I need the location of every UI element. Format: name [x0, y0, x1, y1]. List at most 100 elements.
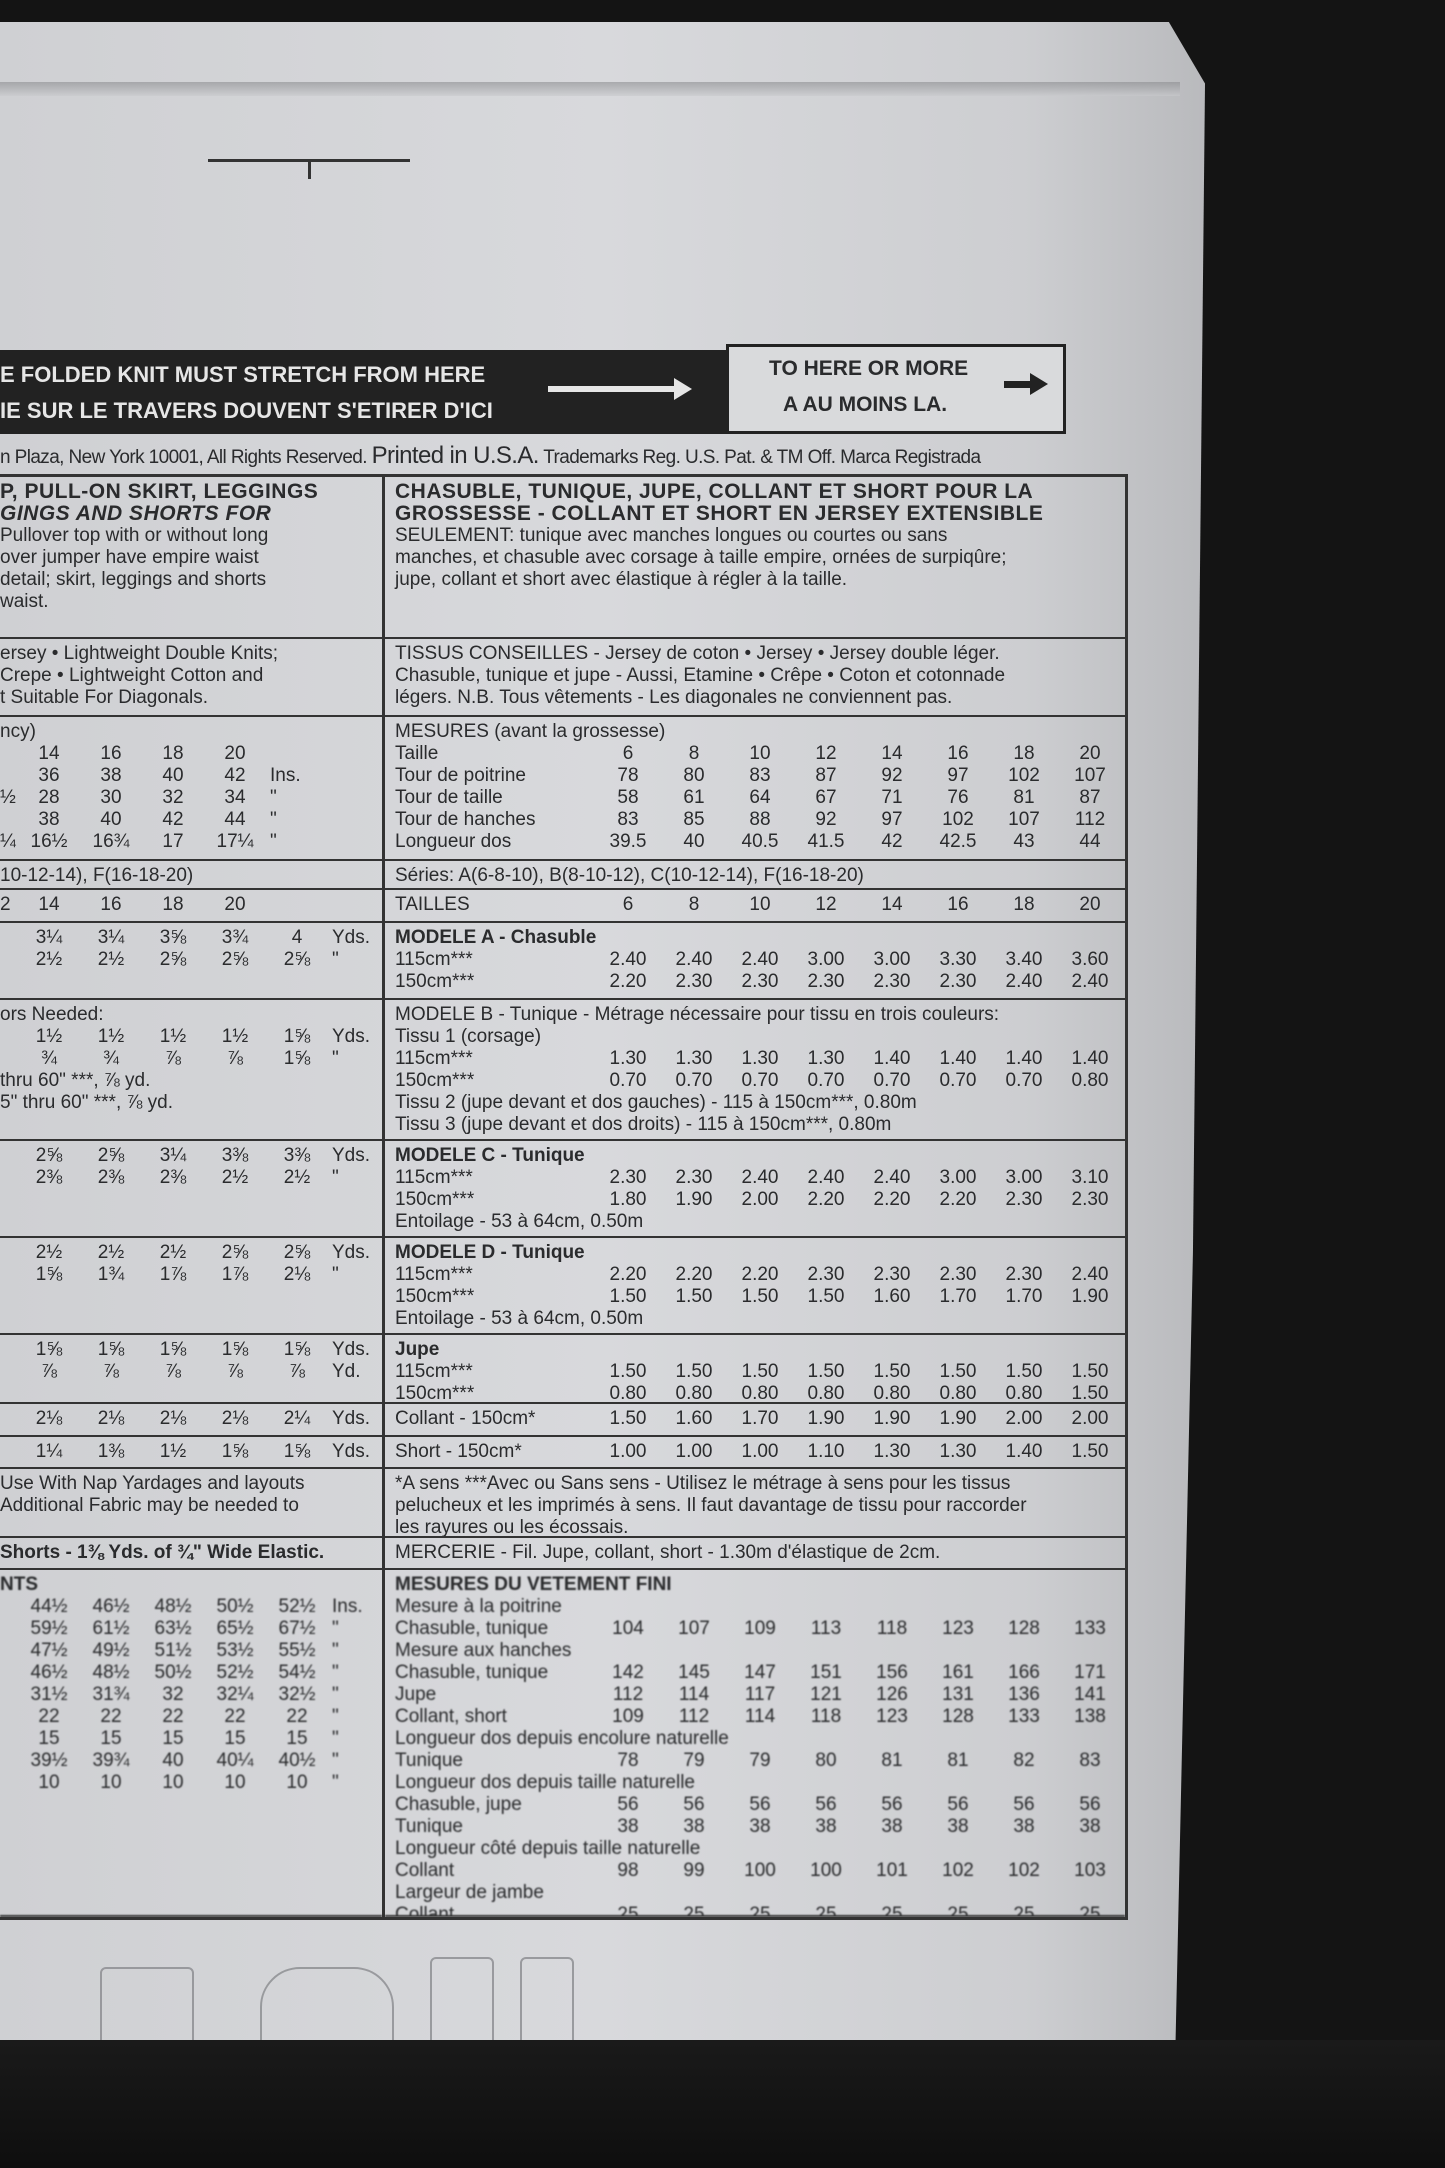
row-value: 14 — [881, 894, 903, 915]
row-label — [0, 1750, 18, 1772]
row-value: 99 — [683, 1860, 705, 1881]
measurement-row: 2½ 2½ 2½ 2⅝ 2⅝ Yds. — [0, 1242, 374, 1264]
row-unit: m — [1123, 1383, 1125, 1402]
row-label — [0, 1264, 18, 1286]
row-value: 10 — [749, 894, 771, 915]
row-value: 141 — [1074, 1684, 1106, 1705]
row-value: 34 — [224, 787, 246, 808]
text-line: t Suitable For Diagonals. — [0, 687, 209, 708]
text-line: ors Needed: — [0, 1004, 104, 1025]
trademarks: Trademarks Reg. U.S. Pat. & TM Off. Marc… — [543, 447, 981, 468]
row-unit: Yd. — [332, 1361, 361, 1382]
text-line: Tissu 1 (corsage) — [395, 1026, 542, 1047]
row-value: ⅞ — [289, 1361, 305, 1382]
row-value: 2.40 — [675, 949, 713, 970]
row-value: 2.30 — [873, 971, 911, 992]
row-value: 25 — [617, 1904, 639, 1917]
row-value: 12 — [815, 743, 837, 764]
text-line: pelucheux et les imprimés à sens. Il fau… — [395, 1495, 1027, 1516]
measurement-row: 150cm*** 0.70 0.70 0.70 0.70 0.70 0.70 0.70 0.80… — [395, 1070, 1115, 1092]
row-value: 0.80 — [1005, 1383, 1043, 1404]
row-value: 3.60 — [1071, 949, 1109, 970]
text-line: les rayures ou les écossais. — [395, 1517, 629, 1538]
row-value: 117 — [744, 1684, 776, 1705]
row-value: 2⅝ — [159, 949, 187, 970]
row-value: 16 — [947, 743, 969, 764]
row-value: 2½ — [35, 1242, 63, 1263]
text-line: MERCERIE - Fil. Jupe, collant, short - 1… — [395, 1542, 941, 1563]
row-value: 10 — [749, 743, 771, 764]
measurement-row: Chasuble, tunique 142 145 147 151 156 161 166 17… — [395, 1662, 1115, 1684]
row-value: 1.50 — [741, 1361, 779, 1382]
row-value: 138 — [1074, 1706, 1106, 1727]
row-value: 2.00 — [1071, 1408, 1109, 1429]
measurement-row: 1½ 1½ 1½ 1½ 1⅝ Yds. — [0, 1026, 374, 1048]
row-value: 113 — [810, 1618, 842, 1639]
right-section: MODELE A - Chasuble 115cm*** 2.40 2.40 2.40 3… — [385, 923, 1125, 1000]
row-value: 59½ — [30, 1618, 68, 1639]
text-line: SEULEMENT: tunique avec manches longues … — [395, 525, 948, 546]
row-value: 1.50 — [1071, 1383, 1109, 1404]
row-unit: Yds. — [332, 1441, 371, 1462]
row-value: 3.40 — [1005, 949, 1043, 970]
row-value: 76 — [947, 787, 969, 808]
row-label: Collant — [395, 1860, 455, 1881]
row-value: 1.60 — [675, 1408, 713, 1429]
row-value: 2.40 — [1005, 971, 1043, 992]
measurement-row: 115cm*** 2.20 2.20 2.20 2.30 2.30 2.30 2.30 2.40… — [395, 1264, 1115, 1286]
row-value: 1.00 — [609, 1441, 647, 1462]
printed-in: Printed in U.S.A. — [371, 442, 540, 469]
text-line: ersey • Lightweight Double Knits; — [0, 643, 279, 664]
row-value: 6 — [622, 743, 634, 764]
row-unit — [1123, 1750, 1125, 1772]
row-value: 40.5 — [741, 831, 779, 852]
row-value: 40 — [683, 831, 705, 852]
row-value: 25 — [1013, 1904, 1035, 1917]
row-value: 22 — [286, 1706, 308, 1727]
row-value: 31¾ — [92, 1684, 130, 1705]
row-value: 2.30 — [675, 971, 713, 992]
tunic-sketch — [260, 1967, 394, 2072]
row-value: 3.00 — [1005, 1167, 1043, 1188]
row-value: 2⅜ — [159, 1167, 187, 1188]
measurement-row: 46½ 48½ 50½ 52½ 54½ " — [0, 1662, 374, 1684]
row-value: 1¾ — [97, 1264, 125, 1285]
row-label: Tunique — [395, 1750, 463, 1771]
row-unit — [266, 743, 320, 765]
row-label: Jupe — [395, 1684, 437, 1705]
row-value: 2.20 — [873, 1189, 911, 1210]
measurement-row: TAILLES 6 8 10 12 14 16 18 20 — [395, 894, 1115, 916]
measurement-row: ¾ ¾ ⅞ ⅞ 1⅝ " — [0, 1048, 374, 1070]
row-value: 2.30 — [609, 1167, 647, 1188]
row-label — [0, 809, 18, 831]
row-value: 3¼ — [97, 927, 125, 948]
row-value: 50½ — [216, 1596, 254, 1617]
text-line: GINGS AND SHORTS FOR — [0, 502, 272, 525]
row-value: 2½ — [97, 949, 125, 970]
right-section: Jupe 115cm*** 1.50 1.50 1.50 1.50 1.50 1.50 1.50… — [385, 1335, 1125, 1404]
row-label: Tunique — [395, 1816, 463, 1837]
text-line: Shorts - 1⅜ Yds. of ¾" Wide Elastic. — [0, 1542, 325, 1563]
row-value: 2.30 — [741, 971, 779, 992]
row-value: 80 — [815, 1750, 837, 1771]
row-value: 2⅝ — [283, 949, 311, 970]
row-label: Longueur dos — [395, 831, 512, 852]
measurement-row: 115cm*** 1.30 1.30 1.30 1.30 1.40 1.40 1.40 1.40… — [395, 1048, 1115, 1070]
measurement-row: 1⅝ 1¾ 1⅞ 1⅞ 2⅛ " — [0, 1264, 374, 1286]
left-section: 2⅝ 2⅝ 3¼ 3⅜ 3⅜ Yds. 2⅜ 2⅜ 2⅜ 2½ 2½ " — [0, 1141, 382, 1238]
row-value: 44 — [224, 809, 246, 830]
row-value: 0.70 — [807, 1070, 845, 1091]
row-unit: m — [1123, 1167, 1125, 1189]
row-unit — [1123, 1684, 1125, 1706]
cut-line-mark — [208, 159, 410, 179]
row-label: 150cm*** — [395, 1383, 475, 1404]
row-value: 40 — [100, 809, 122, 830]
text-line: Use With Nap Yardages and layouts — [0, 1473, 305, 1494]
measurement-row: 10 10 10 10 10 " — [0, 1772, 374, 1794]
text-line: TISSUS CONSEILLES - Jersey de coton • Je… — [395, 643, 1000, 664]
row-value: 128 — [942, 1706, 974, 1727]
row-value: 2.40 — [609, 949, 647, 970]
row-value: 1.50 — [807, 1361, 845, 1382]
measurement-row: 115cm*** 2.40 2.40 2.40 3.00 3.00 3.30 3.40 3.60… — [395, 949, 1115, 971]
row-value: 102 — [942, 1860, 974, 1881]
